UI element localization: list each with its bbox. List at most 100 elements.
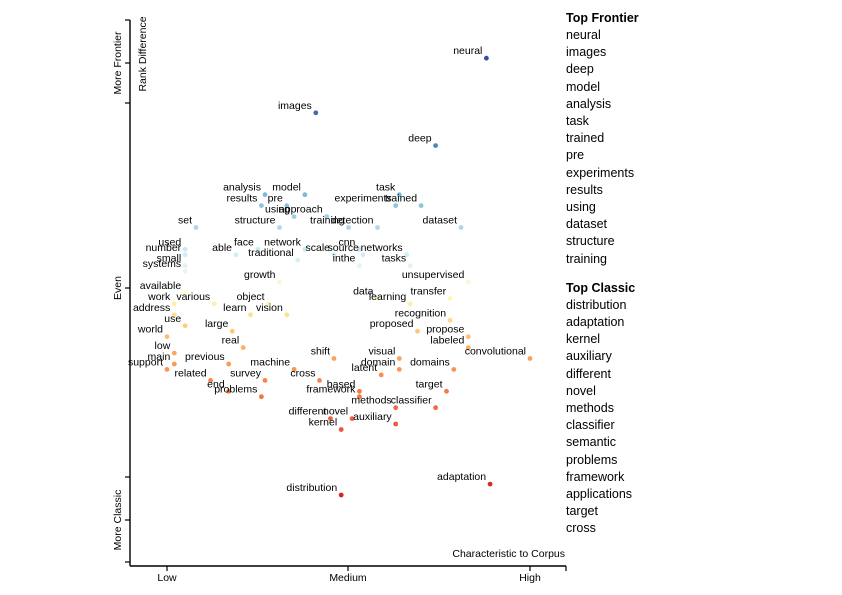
data-point <box>357 263 362 269</box>
data-point <box>465 279 471 285</box>
data-point <box>447 317 453 323</box>
point-label: different <box>289 406 327 418</box>
data-point <box>407 263 413 269</box>
point-label: data <box>353 286 374 298</box>
point-label: target <box>416 378 443 390</box>
data-point <box>447 296 453 301</box>
top-frontier-title: Top Frontier <box>566 11 639 25</box>
point-label: proposed <box>370 318 414 330</box>
data-point <box>302 192 308 198</box>
point-label: deep <box>408 133 432 145</box>
point-label: propose <box>426 324 464 336</box>
point-label: learning <box>369 291 407 303</box>
data-point <box>302 246 308 252</box>
data-point <box>182 246 188 252</box>
data-point <box>284 312 290 318</box>
point-label: structure <box>235 215 276 227</box>
point-label: latent <box>352 362 378 374</box>
point-label: learn <box>223 302 247 314</box>
data-point <box>331 356 337 361</box>
frontier-term: analysis <box>566 96 612 111</box>
frontier-term: images <box>566 45 607 60</box>
data-point <box>487 481 493 487</box>
data-point <box>255 246 261 252</box>
classic-term: problems <box>566 452 618 467</box>
data-point <box>527 356 533 361</box>
data-point <box>182 268 188 274</box>
x-tick-label-high: High <box>519 572 541 584</box>
point-label: dataset <box>423 215 458 227</box>
points-layer <box>164 55 533 498</box>
data-point <box>317 378 322 383</box>
top-classic-title: Top Classic <box>566 280 636 295</box>
point-label: cnn <box>338 236 355 248</box>
y-label-more-classic: More Classic <box>112 490 124 551</box>
x-axis-title: Characteristic to Corpus <box>452 548 565 560</box>
top-classic-list: distribution adaptation kernel auxiliary dif… <box>566 297 836 538</box>
point-label: shift <box>311 346 330 358</box>
point-label: trained <box>385 193 417 205</box>
data-point <box>378 372 384 378</box>
frontier-term: structure <box>566 234 615 249</box>
point-label: available <box>140 280 182 292</box>
point-label: large <box>205 318 229 330</box>
data-point <box>465 334 471 340</box>
data-point <box>375 225 380 230</box>
data-point <box>171 312 177 318</box>
frontier-term: model <box>566 79 601 94</box>
point-label: low <box>155 340 171 352</box>
data-point <box>266 301 271 307</box>
data-point <box>259 203 264 209</box>
data-point <box>171 301 177 307</box>
frontier-term: dataset <box>566 217 608 232</box>
point-label: domain <box>361 356 396 368</box>
point-label: previous <box>185 351 225 363</box>
data-point <box>393 405 399 411</box>
point-label: domains <box>410 356 450 368</box>
frontier-term: training <box>566 251 607 266</box>
point-label: analysis <box>223 182 261 194</box>
data-point <box>407 301 413 307</box>
point-label: survey <box>230 367 262 379</box>
point-label: end <box>207 378 225 390</box>
data-point <box>284 203 290 209</box>
point-label: model <box>272 182 301 194</box>
data-point <box>171 350 177 356</box>
point-label: classifier <box>391 395 432 407</box>
top-frontier-list: neural images deep model analysis task trained… <box>566 27 836 268</box>
point-label: neural <box>453 45 482 57</box>
classic-term: adaptation <box>566 315 625 330</box>
point-label: transfer <box>410 286 446 298</box>
point-label: experiments <box>334 193 391 205</box>
data-point <box>193 225 199 230</box>
point-label: based <box>327 378 356 390</box>
data-point <box>484 55 489 61</box>
data-point <box>277 279 282 285</box>
data-point <box>262 192 268 198</box>
classic-term: cross <box>566 521 596 536</box>
point-label: visual <box>368 346 395 358</box>
classic-term: target <box>566 504 598 519</box>
classic-term: methods <box>566 401 614 416</box>
point-label: set <box>178 215 192 227</box>
frontier-term: results <box>566 182 603 197</box>
point-label: use <box>164 313 181 325</box>
data-point <box>277 225 282 230</box>
frontier-term: pre <box>566 148 585 163</box>
point-label: source <box>327 242 359 254</box>
point-label: scale <box>305 242 330 254</box>
point-label: convolutional <box>465 346 526 358</box>
point-label: novel <box>323 406 348 418</box>
data-point <box>346 225 351 230</box>
point-label: training <box>310 215 345 227</box>
classic-term: auxiliary <box>566 349 612 364</box>
data-point <box>396 367 402 372</box>
data-point <box>291 214 297 220</box>
data-point <box>433 405 438 411</box>
data-point <box>415 328 420 334</box>
frontier-term: deep <box>566 62 594 77</box>
data-point <box>229 328 235 334</box>
data-point <box>182 252 188 258</box>
classic-term: semantic <box>566 435 617 450</box>
point-label: unsupervised <box>402 269 465 281</box>
